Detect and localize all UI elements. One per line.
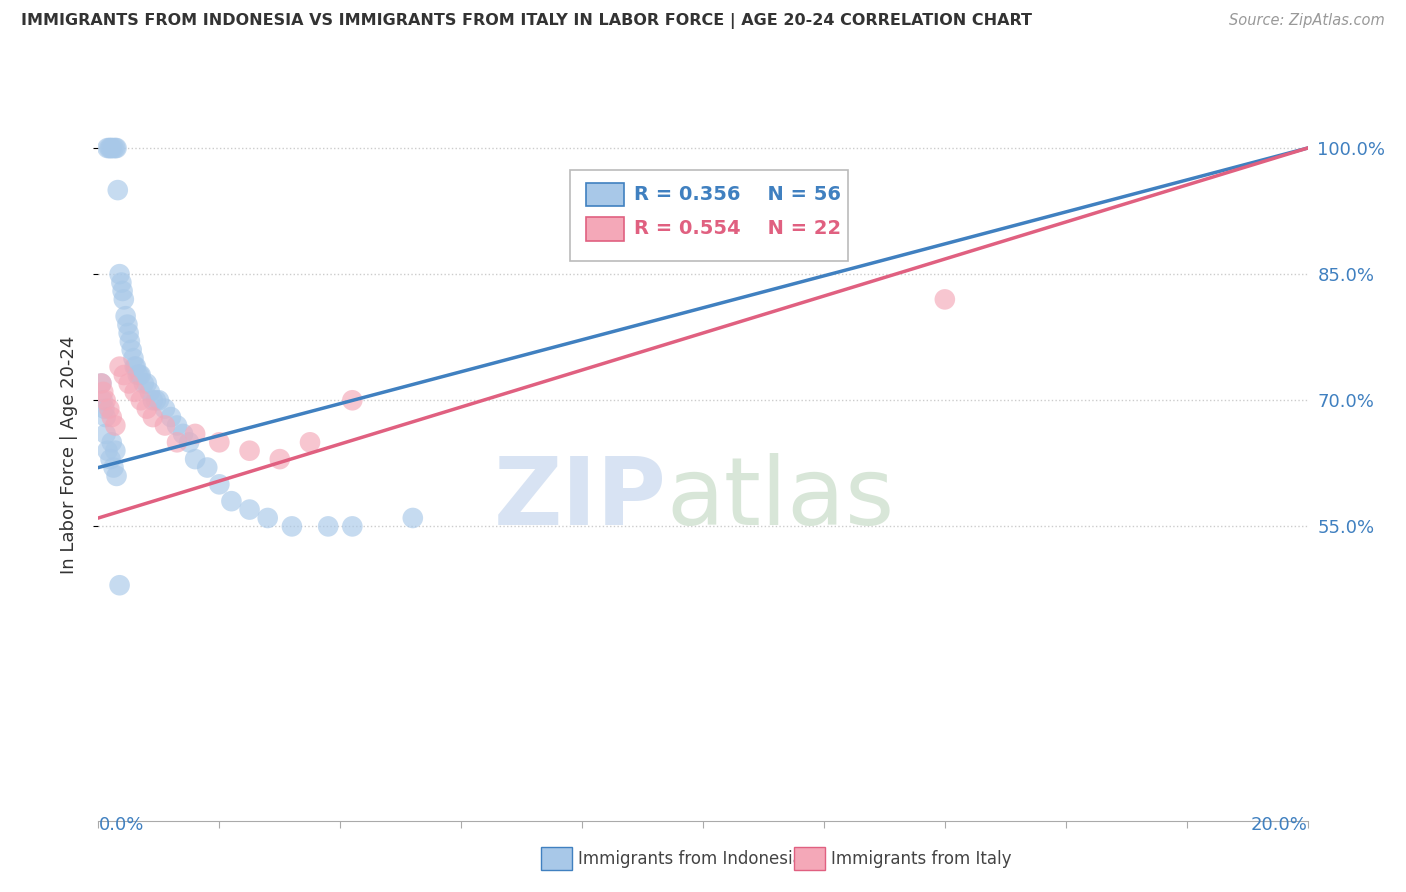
Point bbox=[103, 460, 125, 475]
Point bbox=[172, 426, 194, 441]
Point bbox=[145, 393, 167, 408]
Point bbox=[239, 502, 262, 516]
Point bbox=[104, 443, 127, 458]
Point bbox=[117, 318, 139, 332]
Point bbox=[100, 141, 122, 155]
Point bbox=[98, 141, 121, 155]
Point bbox=[125, 359, 148, 374]
Point bbox=[118, 326, 141, 340]
Point bbox=[135, 401, 157, 416]
Text: 20.0%: 20.0% bbox=[1251, 816, 1308, 834]
Bar bbox=[586, 218, 624, 241]
Point bbox=[105, 469, 128, 483]
Point bbox=[100, 452, 122, 467]
Point bbox=[402, 511, 425, 525]
Point bbox=[281, 519, 304, 533]
Point bbox=[179, 435, 201, 450]
Point bbox=[256, 511, 278, 525]
Point bbox=[104, 418, 127, 433]
Point bbox=[108, 359, 131, 374]
Point bbox=[153, 401, 176, 416]
Point bbox=[114, 309, 136, 323]
Point bbox=[110, 276, 132, 290]
Point bbox=[111, 284, 134, 298]
Text: 0.0%: 0.0% bbox=[98, 816, 143, 834]
Text: Immigrants from Italy: Immigrants from Italy bbox=[831, 850, 1011, 868]
Point bbox=[934, 293, 956, 307]
Point bbox=[112, 293, 135, 307]
Point bbox=[142, 410, 165, 425]
Point bbox=[221, 494, 243, 508]
Point bbox=[208, 435, 231, 450]
Point bbox=[93, 401, 115, 416]
Point bbox=[299, 435, 322, 450]
Point bbox=[105, 141, 128, 155]
Point bbox=[90, 376, 112, 391]
Point bbox=[127, 368, 149, 382]
Point bbox=[208, 477, 231, 491]
Point bbox=[108, 578, 131, 592]
Point bbox=[98, 401, 121, 416]
Text: R = 0.554    N = 22: R = 0.554 N = 22 bbox=[634, 219, 841, 238]
Y-axis label: In Labor Force | Age 20-24: In Labor Force | Age 20-24 bbox=[59, 335, 77, 574]
Point bbox=[142, 393, 165, 408]
Point bbox=[103, 141, 125, 155]
Point bbox=[195, 460, 218, 475]
Text: atlas: atlas bbox=[666, 453, 896, 545]
Point bbox=[108, 267, 131, 281]
Point bbox=[166, 418, 188, 433]
Text: R = 0.356    N = 56: R = 0.356 N = 56 bbox=[634, 185, 841, 204]
Point bbox=[342, 519, 364, 533]
Point bbox=[112, 368, 135, 382]
Point bbox=[160, 410, 183, 425]
Point bbox=[132, 376, 155, 391]
FancyBboxPatch shape bbox=[569, 169, 848, 261]
Point bbox=[104, 141, 127, 155]
Point bbox=[184, 426, 207, 441]
Point bbox=[121, 343, 143, 357]
Point bbox=[129, 368, 152, 382]
Point bbox=[90, 376, 112, 391]
Point bbox=[96, 141, 118, 155]
Point bbox=[107, 183, 129, 197]
Point bbox=[153, 418, 176, 433]
Point bbox=[166, 435, 188, 450]
Point bbox=[239, 443, 262, 458]
Point bbox=[139, 384, 162, 399]
Point bbox=[118, 334, 141, 349]
Point bbox=[128, 368, 150, 382]
Point bbox=[91, 384, 114, 399]
Point bbox=[316, 519, 339, 533]
Point bbox=[91, 393, 114, 408]
Point bbox=[94, 410, 117, 425]
Point bbox=[342, 393, 364, 408]
Point bbox=[184, 452, 207, 467]
Point bbox=[96, 443, 118, 458]
Point bbox=[100, 141, 122, 155]
Point bbox=[94, 426, 117, 441]
Text: Source: ZipAtlas.com: Source: ZipAtlas.com bbox=[1229, 13, 1385, 29]
Point bbox=[124, 359, 146, 374]
Bar bbox=[586, 183, 624, 206]
Point bbox=[100, 410, 122, 425]
Point bbox=[124, 384, 146, 399]
Text: IMMIGRANTS FROM INDONESIA VS IMMIGRANTS FROM ITALY IN LABOR FORCE | AGE 20-24 CO: IMMIGRANTS FROM INDONESIA VS IMMIGRANTS … bbox=[21, 13, 1032, 29]
Point bbox=[269, 452, 291, 467]
Text: ZIP: ZIP bbox=[494, 453, 666, 545]
Point bbox=[118, 376, 141, 391]
Text: Immigrants from Indonesia: Immigrants from Indonesia bbox=[578, 850, 803, 868]
Point bbox=[148, 393, 170, 408]
Point bbox=[135, 376, 157, 391]
Point bbox=[129, 393, 152, 408]
Point bbox=[94, 393, 117, 408]
Point bbox=[122, 351, 145, 366]
Point bbox=[100, 435, 122, 450]
